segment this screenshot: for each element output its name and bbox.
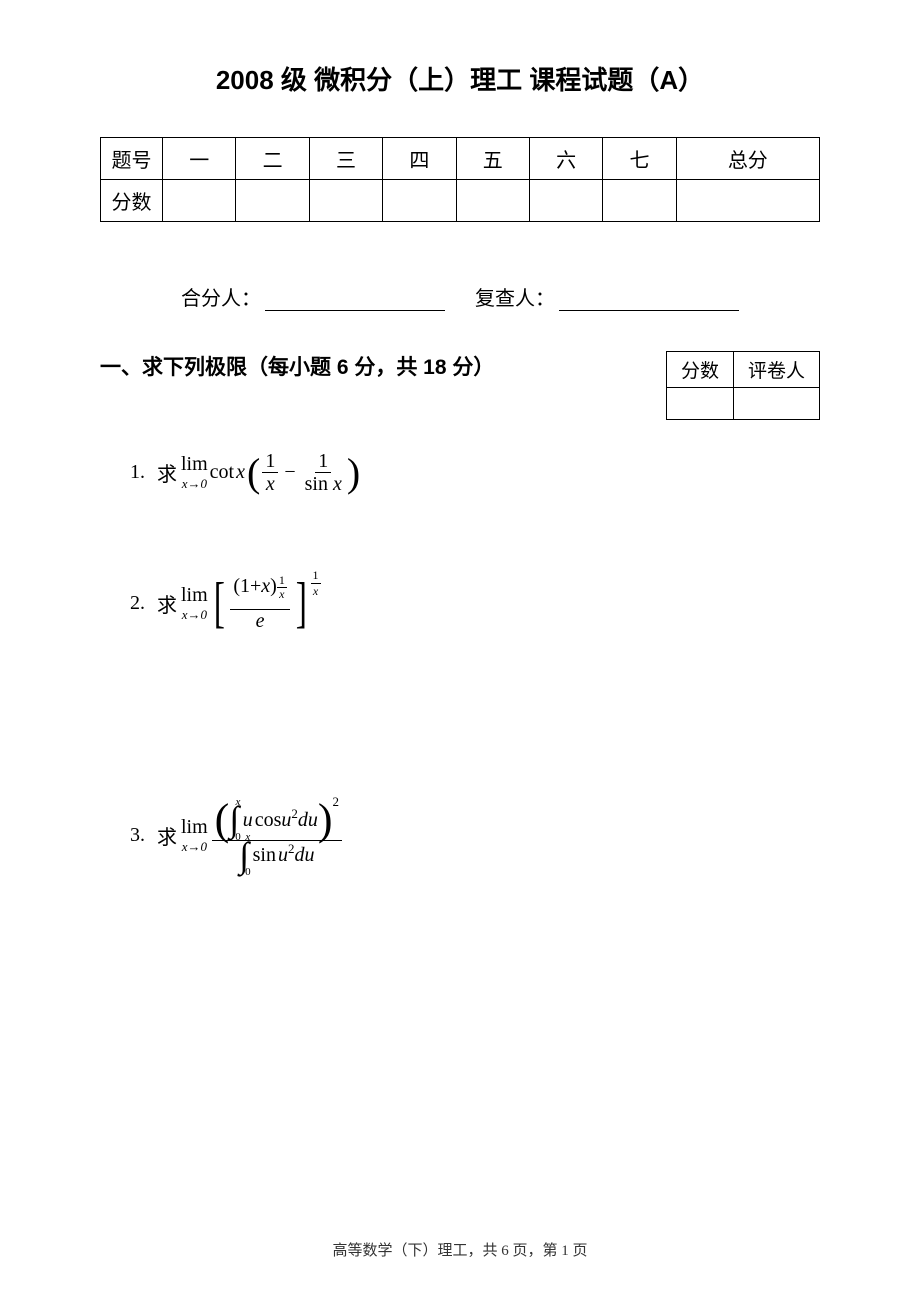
table-cell xyxy=(163,180,236,222)
col-header: 总分 xyxy=(676,138,819,180)
page-title: 2008 级 微积分（上）理工 课程试题（A） xyxy=(100,60,820,97)
signature-label: 复查人： xyxy=(475,282,555,311)
table-cell xyxy=(666,388,733,420)
table-cell xyxy=(383,180,456,222)
signature-row: 合分人： 复查人： xyxy=(100,282,820,311)
problem-number: 3. xyxy=(130,824,145,847)
signature-line xyxy=(265,310,445,311)
table-row: 分数 xyxy=(101,180,820,222)
signature-line xyxy=(559,310,739,311)
col-header: 七 xyxy=(603,138,676,180)
grade-col: 评卷人 xyxy=(733,352,819,388)
score-table: 题号 一 二 三 四 五 六 七 总分 分数 xyxy=(100,137,820,222)
table-cell xyxy=(603,180,676,222)
table-row: 分数 评卷人 xyxy=(666,352,819,388)
outer-exponent: 1 x xyxy=(311,568,321,599)
grade-col: 分数 xyxy=(666,352,733,388)
table-cell xyxy=(529,180,602,222)
math-expression: lim x→0 cot x ( 1 x − 1 sin x ) xyxy=(181,450,360,495)
problem-verb: 求 xyxy=(157,821,177,850)
lim-label: lim xyxy=(181,584,208,607)
lim-label: lim xyxy=(181,816,208,839)
math-expression: lim x→0 [ (1+x)1x e ] 1 x xyxy=(181,575,321,632)
lim-bound: x→0 xyxy=(182,839,207,855)
numerator: 1 xyxy=(262,450,278,473)
table-row xyxy=(666,388,819,420)
table-cell xyxy=(236,180,309,222)
col-header: 三 xyxy=(309,138,382,180)
table-cell xyxy=(309,180,382,222)
right-bracket: ] xyxy=(296,581,307,626)
numerator: (1+x)1x xyxy=(230,575,290,610)
signature-grader: 合分人： xyxy=(181,282,445,311)
problem-verb: 求 xyxy=(157,458,177,487)
lim-bound: x→0 xyxy=(182,476,207,492)
col-header: 四 xyxy=(383,138,456,180)
denominator: e xyxy=(253,610,268,632)
denominator: x xyxy=(263,473,278,495)
col-header: 一 xyxy=(163,138,236,180)
col-header: 五 xyxy=(456,138,529,180)
row-label: 分数 xyxy=(101,180,163,222)
math-expression: lim x→0 ( ∫ x0 u cos u2 du ) 2 ∫ x0 sin … xyxy=(181,802,344,867)
table-cell xyxy=(733,388,819,420)
col-header: 六 xyxy=(529,138,602,180)
var-x: x xyxy=(236,461,245,484)
grade-box: 分数 评卷人 xyxy=(666,351,820,420)
table-row: 题号 一 二 三 四 五 六 七 总分 xyxy=(101,138,820,180)
problem-number: 2. xyxy=(130,592,145,615)
row-label: 题号 xyxy=(101,138,163,180)
problem-2: 2. 求 lim x→0 [ (1+x)1x e ] 1 x xyxy=(130,575,820,632)
section-row: 一、求下列极限（每小题 6 分，共 18 分） 分数 评卷人 xyxy=(100,351,820,420)
denominator: ∫ x0 sin u2 du xyxy=(236,841,317,868)
left-bracket: [ xyxy=(213,581,224,626)
lim-label: lim xyxy=(181,453,208,476)
problem-number: 1. xyxy=(130,461,145,484)
lim-bound: x→0 xyxy=(182,607,207,623)
right-paren: ) xyxy=(347,455,360,491)
numerator: 1 xyxy=(315,450,331,473)
page-footer: 高等数学（下）理工，共 6 页，第 1 页 xyxy=(0,1239,920,1260)
cot-label: cot xyxy=(210,461,234,484)
signature-label: 合分人： xyxy=(181,282,261,311)
col-header: 二 xyxy=(236,138,309,180)
problem-3: 3. 求 lim x→0 ( ∫ x0 u cos u2 du ) 2 ∫ x0… xyxy=(130,802,820,867)
problem-1: 1. 求 lim x→0 cot x ( 1 x − 1 sin x ) xyxy=(130,450,820,495)
left-paren: ( xyxy=(247,455,260,491)
denominator: sin x xyxy=(302,473,345,495)
numerator: ( ∫ x0 u cos u2 du ) 2 xyxy=(212,802,342,840)
table-cell xyxy=(456,180,529,222)
problem-verb: 求 xyxy=(157,589,177,618)
table-cell xyxy=(676,180,819,222)
section-heading: 一、求下列极限（每小题 6 分，共 18 分） xyxy=(100,351,494,381)
signature-reviewer: 复查人： xyxy=(475,282,739,311)
minus-sign: − xyxy=(284,461,295,484)
